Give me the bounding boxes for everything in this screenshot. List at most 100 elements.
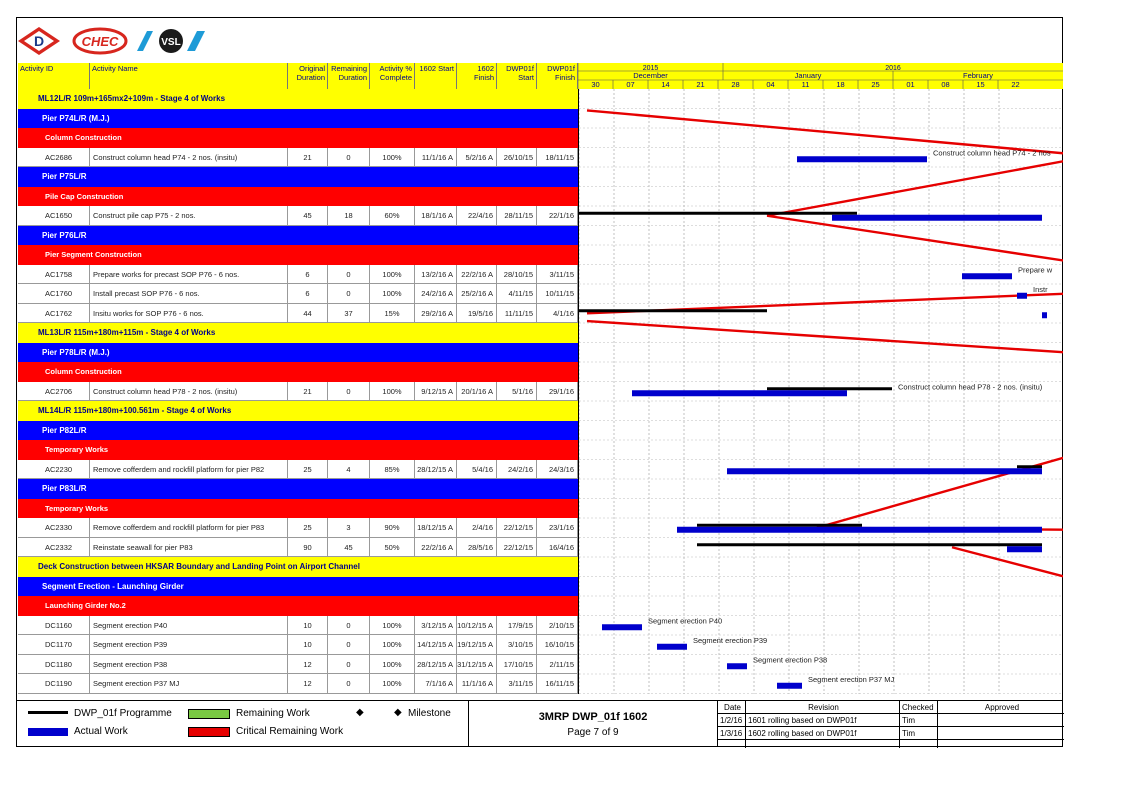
legend-critical-label: Critical Remaining Work [236,726,344,737]
cell-pc: 100% [370,284,415,303]
legend-critical-swatch [188,727,230,737]
actual-work-bar [1007,546,1042,553]
bar-label: Construct column head P78 - 2 nos. (insi… [898,382,1043,391]
week-label: 25 [871,80,879,89]
cell-name: Prepare works for precast SOP P76 - 6 no… [90,264,288,283]
col-header-dwp01f-finish[interactable]: DWP01f Finish [537,63,578,89]
project-band-row[interactable]: ML12L/R 109m+165mx2+109m - Stage 4 of Wo… [18,89,578,109]
col-header-original-duration[interactable]: Original Duration [288,63,328,89]
week-label: 11 [802,80,810,89]
cell-s1602: 18/12/15 A [415,518,457,537]
cell-pc: 100% [370,147,415,166]
activity-row[interactable]: AC1758 Prepare works for precast SOP P76 … [18,264,578,284]
group-band-row[interactable]: Column Construction [18,128,578,148]
cell-pc: 50% [370,537,415,556]
band-label: Pier P75L/R [42,172,87,181]
gantt-svg: Construct column head P74 - 2 nos Prepare… [579,89,1063,694]
group-band-row[interactable]: Launching Girder No.2 [18,596,578,616]
group-band-row[interactable]: Pile Cap Construction [18,186,578,206]
cell-f1602: 2/4/16 [457,518,497,537]
week-label: 08 [941,80,949,89]
legend-actual-label: Actual Work [74,726,128,737]
pier-band-row[interactable]: Pier P76L/R [18,225,578,245]
activity-row[interactable]: DC1180 Segment erection P38 12 0 100% 28/12/1… [18,654,578,674]
group-band-row[interactable]: Column Construction [18,362,578,382]
activity-row[interactable]: AC2706 Construct column head P78 - 2 nos.… [18,381,578,401]
rev-date: 1/2/16 [718,714,746,727]
project-band-row[interactable]: ML14L/R 115m+180m+100.561m - Stage 4 of … [18,401,578,421]
cell-f1602: 22/4/16 [457,206,497,225]
band-label: Pile Cap Construction [45,191,124,201]
col-header-remaining-duration[interactable]: Remaining Duration [328,63,370,89]
col-header-1602-finish[interactable]: 1602 Finish [457,63,497,89]
col-header-1602-start[interactable]: 1602 Start [415,63,457,89]
activity-row[interactable]: DC1160 Segment erection P40 10 0 100% 3/12/15… [18,615,578,635]
activity-row[interactable]: AC2332 Reinstate seawall for pier P83 90 45… [18,537,578,557]
pier-band-row[interactable]: Pier P75L/R [18,167,578,187]
cell-sdwp: 22/12/15 [497,537,537,556]
cell-sdwp: 17/9/15 [497,615,537,634]
rev-checked: Tim [900,727,938,740]
cell-od: 21 [288,381,328,400]
actual-work-bar [1017,292,1027,299]
actual-work-bar [727,663,747,670]
title-block: 3MRP DWP_01f 1602 Page 7 of 9 [469,700,717,747]
group-band-row[interactable]: Temporary Works [18,498,578,518]
rev-revision: 1602 rolling based on DWP01f [746,727,900,740]
activity-row[interactable]: AC1762 Insitu works for SOP P76 - 6 nos. 4… [18,303,578,323]
activity-row[interactable]: AC1760 Install precast SOP P76 - 6 nos. 6 0… [18,284,578,304]
activity-row[interactable]: DC1190 Segment erection P37 MJ 12 0 100% 7/1/… [18,674,578,694]
pier-band-row[interactable]: Pier P74L/R (M.J.) [18,108,578,128]
week-label: 28 [731,80,739,89]
pier-band-row[interactable]: Pier P83L/R [18,479,578,499]
group-band-row[interactable]: Temporary Works [18,440,578,460]
timescale-header: 30 07 14 21 28 04 11 18 25 01 08 15 22 December Januar… [578,63,1063,89]
actual-work-bar [602,624,642,631]
pier-band-row[interactable]: Pier P82L/R [18,420,578,440]
pier-band-row[interactable]: Segment Erection - Launching Girder [18,576,578,596]
actual-work-bar [657,643,687,650]
cell-id: AC1758 [18,264,90,283]
cell-fdwp: 29/1/16 [537,381,578,400]
activity-row[interactable]: AC1650 Construct pile cap P75 - 2 nos. 45 1… [18,206,578,226]
col-header-activity-name[interactable]: Activity Name [90,63,288,89]
activity-row[interactable]: AC2686 Construct column head P74 - 2 nos.… [18,147,578,167]
activity-row[interactable]: DC1170 Segment erection P39 10 0 100% 14/12/1… [18,635,578,655]
cell-id: AC2230 [18,459,90,478]
cell-id: AC2686 [18,147,90,166]
project-band-row[interactable]: ML13L/R 115m+180m+115m - Stage 4 of Work… [18,323,578,343]
cell-rd: 45 [328,537,370,556]
cell-sdwp: 24/2/16 [497,459,537,478]
cell-sdwp: 3/11/15 [497,674,537,693]
cell-fdwp: 10/11/15 [537,284,578,303]
group-band-row[interactable]: Pier Segment Construction [18,245,578,265]
month-label: January [795,71,822,80]
cell-rd: 0 [328,284,370,303]
actual-work-bar [632,390,847,397]
cell-f1602: 5/2/16 A [457,147,497,166]
band-label: Column Construction [45,367,122,376]
cell-s1602: 24/2/16 A [415,284,457,303]
cell-fdwp: 23/1/16 [537,518,578,537]
drawing-title: 3MRP DWP_01f 1602 [538,711,648,723]
col-header-activity-id[interactable]: Activity ID [18,63,90,89]
cell-name: Segment erection P39 [90,635,288,654]
pier-band-row[interactable]: Pier P78L/R (M.J.) [18,342,578,362]
project-band-row[interactable]: Deck Construction between HKSAR Boundary… [18,557,578,577]
rev-date: 1/3/16 [718,727,746,740]
rev-revision: 1601 rolling based on DWP01f [746,714,900,727]
cell-id: AC1762 [18,303,90,322]
cell-fdwp: 16/11/15 [537,674,578,693]
activity-row[interactable]: AC2230 Remove cofferdem and rockfill plat… [18,459,578,479]
cell-name: Install precast SOP P76 - 6 nos. [90,284,288,303]
cell-id: AC2332 [18,537,90,556]
cell-od: 12 [288,674,328,693]
col-header-percent-complete[interactable]: Activity % Complete [370,63,415,89]
activity-row[interactable]: AC2330 Remove cofferdem and rockfill plat… [18,518,578,538]
revision-table: Date Revision Checked Approved 1/2/16 16… [717,700,1064,748]
cell-name: Construct column head P78 - 2 nos. (insi… [90,381,288,400]
col-header-dwp01f-start[interactable]: DWP01f Start [497,63,537,89]
legend-programme-label: DWP_01f Programme [74,708,172,719]
cell-s1602: 7/1/16 A [415,674,457,693]
cell-id: AC1650 [18,206,90,225]
